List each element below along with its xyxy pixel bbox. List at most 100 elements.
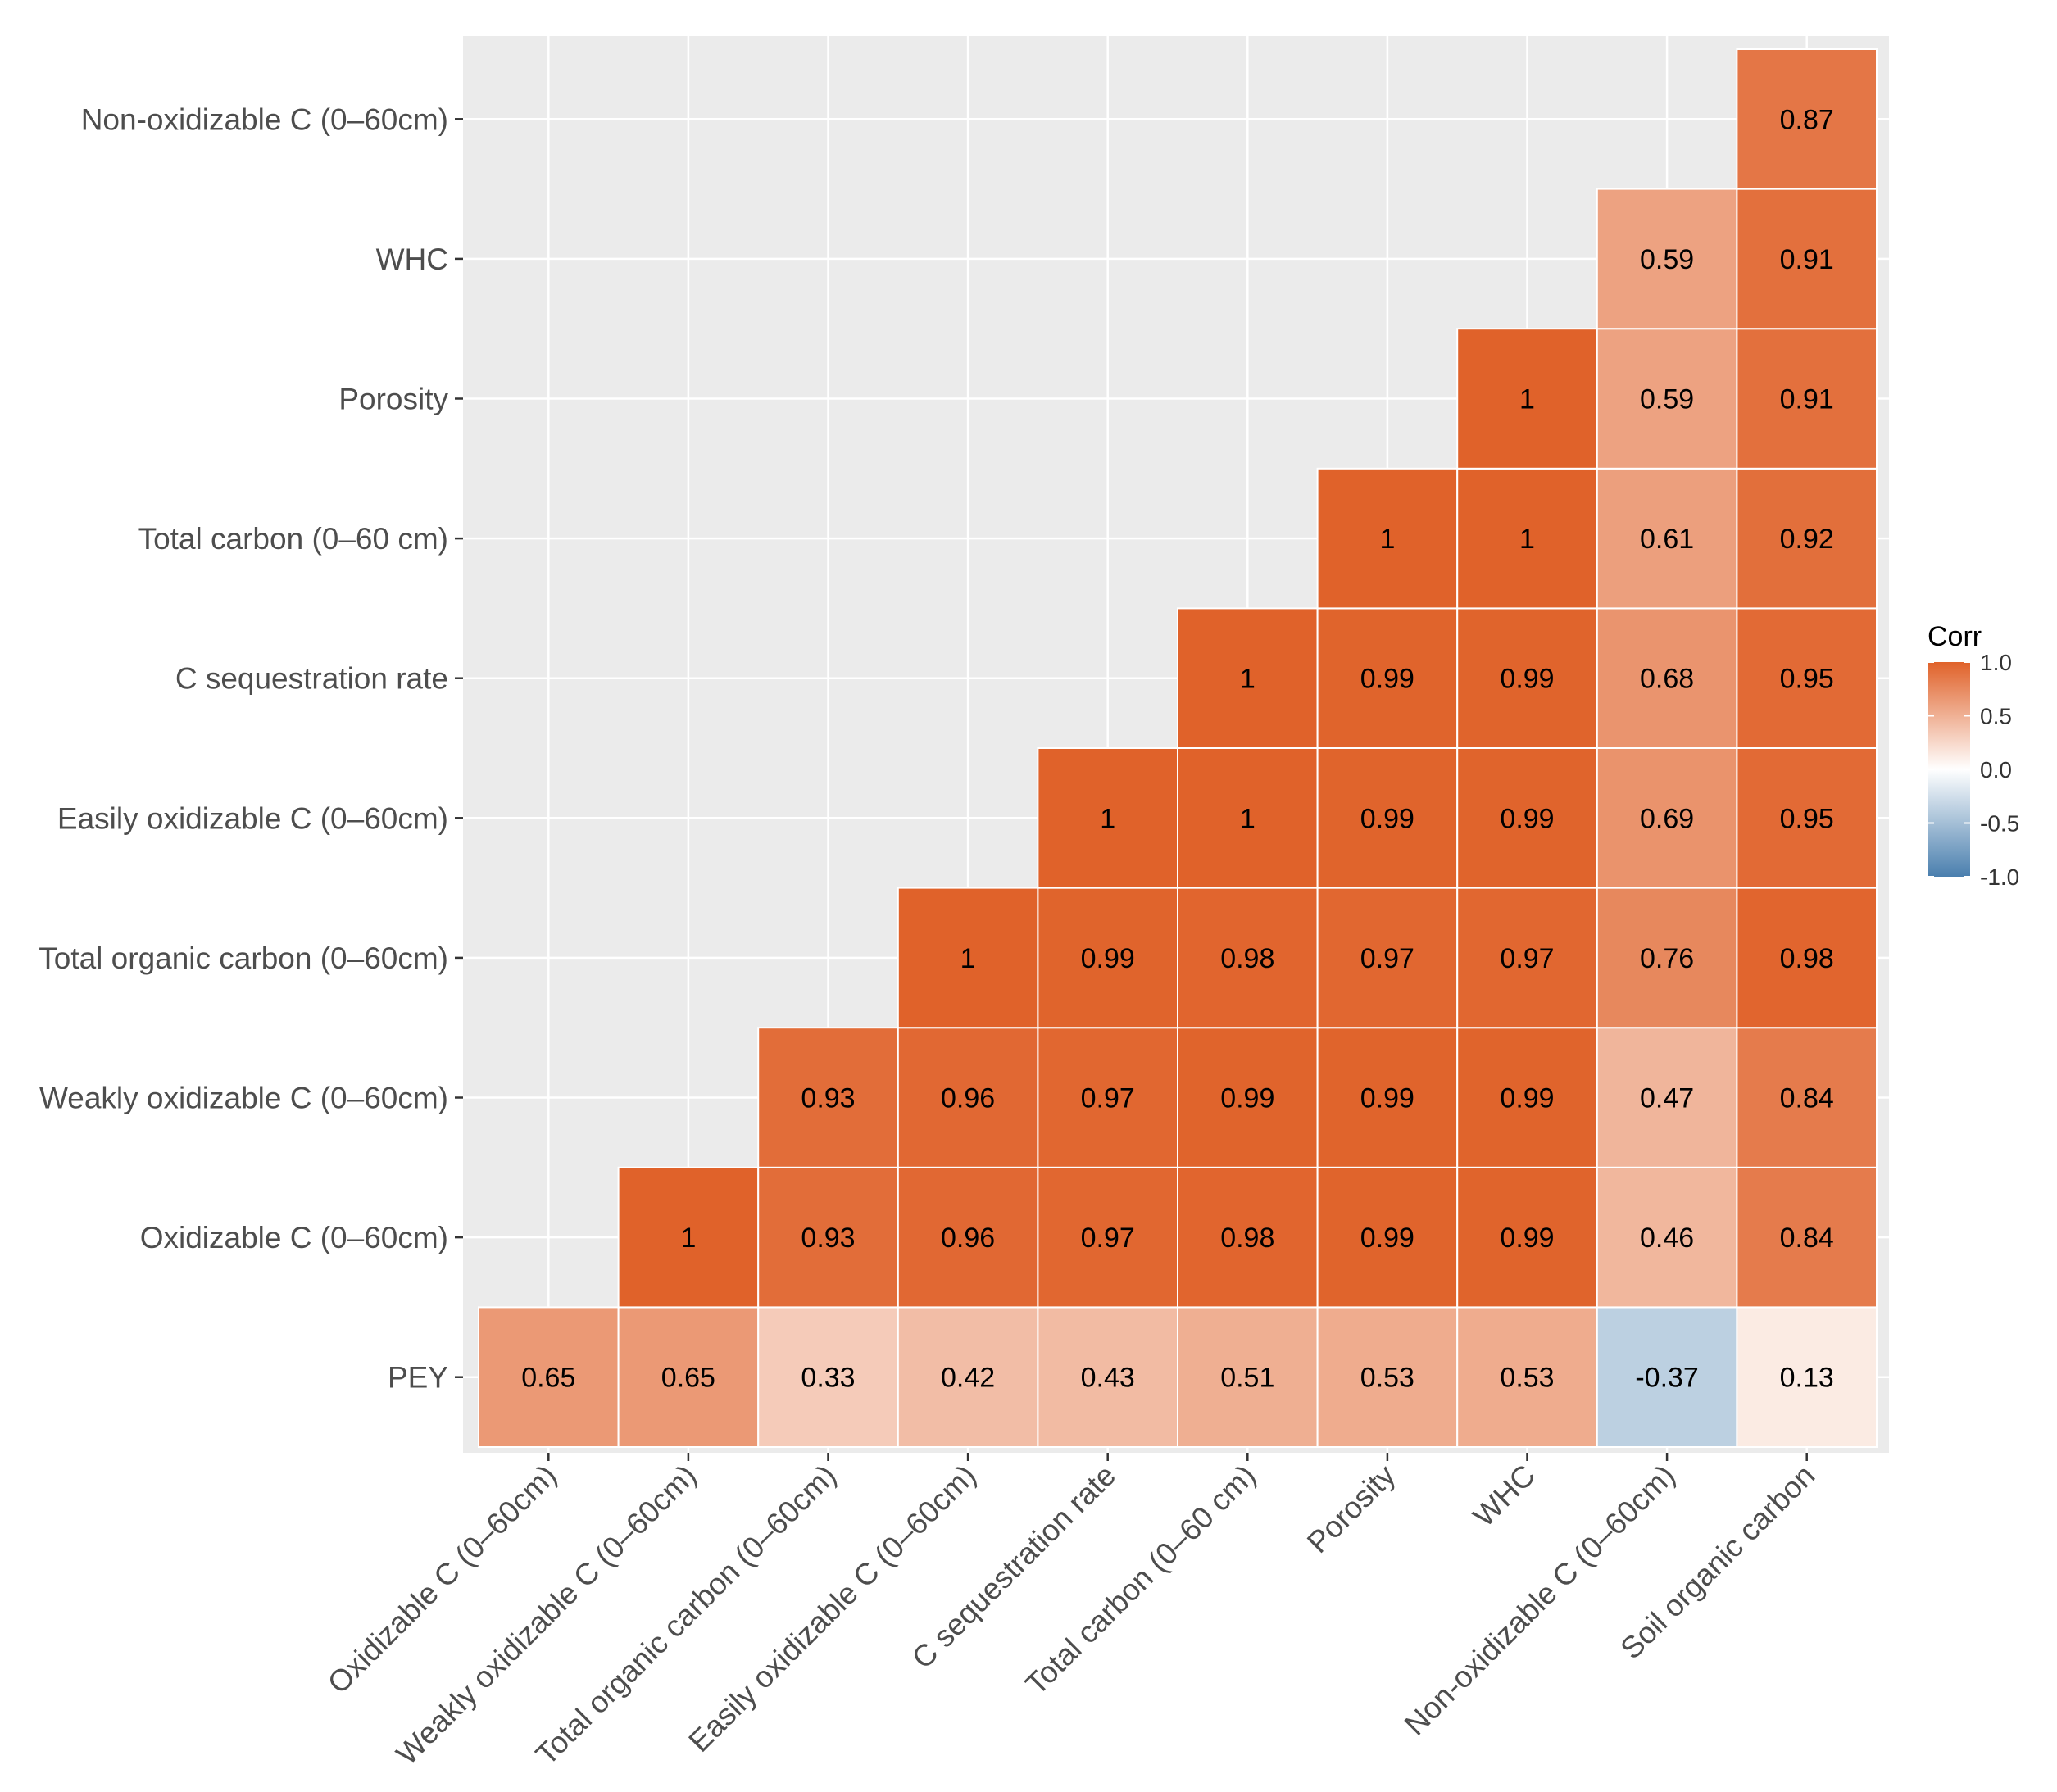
cell-value-label: 0.98 [1220,1223,1274,1254]
cell-value-label: 0.99 [1360,1223,1414,1254]
cell-value-label: 0.84 [1780,1083,1834,1114]
heatmap-cell [1037,1027,1179,1168]
heatmap-cell [1456,1306,1598,1449]
cell-value-label: 0.68 [1640,664,1694,695]
heatmap-cell [1736,1306,1878,1449]
legend-ticks: 1.0 0.5 0.0 -0.5 -1.0 [1928,650,2019,890]
cell-value-label: 0.99 [1081,943,1135,974]
y-tick-label: PEY [388,1361,448,1395]
cell-value-label: 0.65 [661,1363,715,1394]
cell-value-label: 0.76 [1640,943,1694,974]
cell-value-label: 1 [1379,524,1395,555]
cell-value-label: 0.96 [941,1223,995,1254]
cell-value-label: 0.47 [1640,1083,1694,1114]
cell-value-label: 0.99 [1360,664,1414,695]
heatmap-cell [1736,1166,1878,1309]
heatmap-cell [757,1306,899,1449]
cell-value-label: 1 [1100,803,1115,834]
heatmap-cell [1596,1027,1738,1168]
heatmap-cell [1037,747,1179,889]
heatmap-cell [1177,747,1319,889]
heatmap-cell [897,1306,1039,1449]
heatmap-cell [1736,607,1878,750]
cell-value-label: 1 [1240,664,1256,695]
heatmap-cell [617,1306,760,1449]
cell-value-label: 0.97 [1360,943,1414,974]
heatmap-cell [1177,887,1319,1029]
cell-value-labels: 0.65 0.65 0.33 0.42 0.43 0.51 0.53 0.53 -0.37 0.1… [521,104,1834,1393]
heatmap-cell [1316,607,1459,750]
x-tick-label: Weakly oxidizable C (0–60cm) [390,1459,703,1772]
heatmap-cell [1177,1306,1319,1449]
heatmap-cell [897,1166,1039,1309]
heatmap-cell [1316,467,1459,610]
heatmap-cell [1177,607,1319,750]
y-axis: PEY Oxidizable C (0–60cm) Weakly oxidizabl… [39,102,463,1395]
heatmap-cell [1596,1306,1738,1449]
cell-value-label: 0.53 [1360,1363,1414,1394]
cell-value-label: 0.92 [1780,524,1834,555]
cell-value-label: 0.95 [1780,664,1834,695]
cell-value-label: 1 [960,943,976,974]
legend-tick-label: -0.5 [1980,811,2019,837]
y-tick-label: WHC [376,243,448,276]
cell-value-label: 0.99 [1500,1083,1554,1114]
cell-value-label: 0.46 [1640,1223,1694,1254]
heatmap-cell [1736,188,1878,330]
heatmap-cell [1736,1027,1878,1168]
y-tick-label: Total carbon (0–60 cm) [138,522,448,556]
cell-value-label: 0.99 [1360,1083,1414,1114]
heatmap-cell [1736,887,1878,1029]
heatmap-cell [1177,1027,1319,1168]
cell-value-label: 0.42 [941,1363,995,1394]
heatmap-cell [478,1306,620,1449]
cell-value-label: 0.59 [1640,384,1694,415]
cell-value-label: 0.61 [1640,524,1694,555]
heatmap-cell [1596,747,1738,889]
cell-value-label: 1 [1240,803,1256,834]
heatmap-cell [1037,1306,1179,1449]
cell-value-label: 0.84 [1780,1223,1834,1254]
cell-value-label: 0.97 [1081,1083,1135,1114]
cell-value-label: 0.43 [1081,1363,1135,1394]
cell-value-label: 0.53 [1500,1363,1554,1394]
legend-tick-label: 0.5 [1980,704,2012,729]
heatmap-cell [757,1027,899,1168]
heatmap-cell [1736,467,1878,610]
legend-tick-label: 1.0 [1980,650,2012,675]
heatmap-cell [1596,188,1738,330]
cell-value-label: 0.95 [1780,803,1834,834]
cell-value-label: 0.69 [1640,803,1694,834]
cell-value-label: 0.87 [1780,104,1834,135]
y-tick-label: C sequestration rate [175,662,448,696]
heatmap-cell [1037,1166,1179,1309]
y-tick-label: Non-oxidizable C (0–60cm) [81,102,448,136]
cell-value-label: 0.99 [1500,664,1554,695]
cell-value-label: 0.91 [1780,384,1834,415]
heatmap-cell [1596,467,1738,610]
cell-value-label: 0.98 [1220,943,1274,974]
heatmap-cells [478,48,1878,1449]
legend-title: Corr [1928,621,1982,652]
heatmap-cell [1316,1306,1459,1449]
cell-value-label: 0.96 [941,1083,995,1114]
x-tick-label: Non-oxidizable C (0–60cm) [1398,1459,1682,1742]
heatmap-cell [1316,747,1459,889]
cell-value-label: -0.37 [1635,1363,1699,1394]
cell-value-label: 0.13 [1780,1363,1834,1394]
heatmap-cell [1456,607,1598,750]
heatmap-cell [1596,328,1738,470]
cell-value-label: 0.99 [1360,803,1414,834]
cell-value-label: 0.99 [1500,803,1554,834]
heatmap-cell [897,1027,1039,1168]
cell-value-label: 0.65 [521,1363,575,1394]
cell-value-label: 0.59 [1640,244,1694,275]
x-tick-label: Total organic carbon (0–60cm) [529,1459,842,1772]
cell-value-label: 0.91 [1780,244,1834,275]
cell-value-label: 1 [680,1223,696,1254]
heatmap-cell [617,1166,760,1309]
legend-colorbar [1928,662,1970,877]
heatmap-cell [1316,1027,1459,1168]
cell-value-label: 0.99 [1220,1083,1274,1114]
